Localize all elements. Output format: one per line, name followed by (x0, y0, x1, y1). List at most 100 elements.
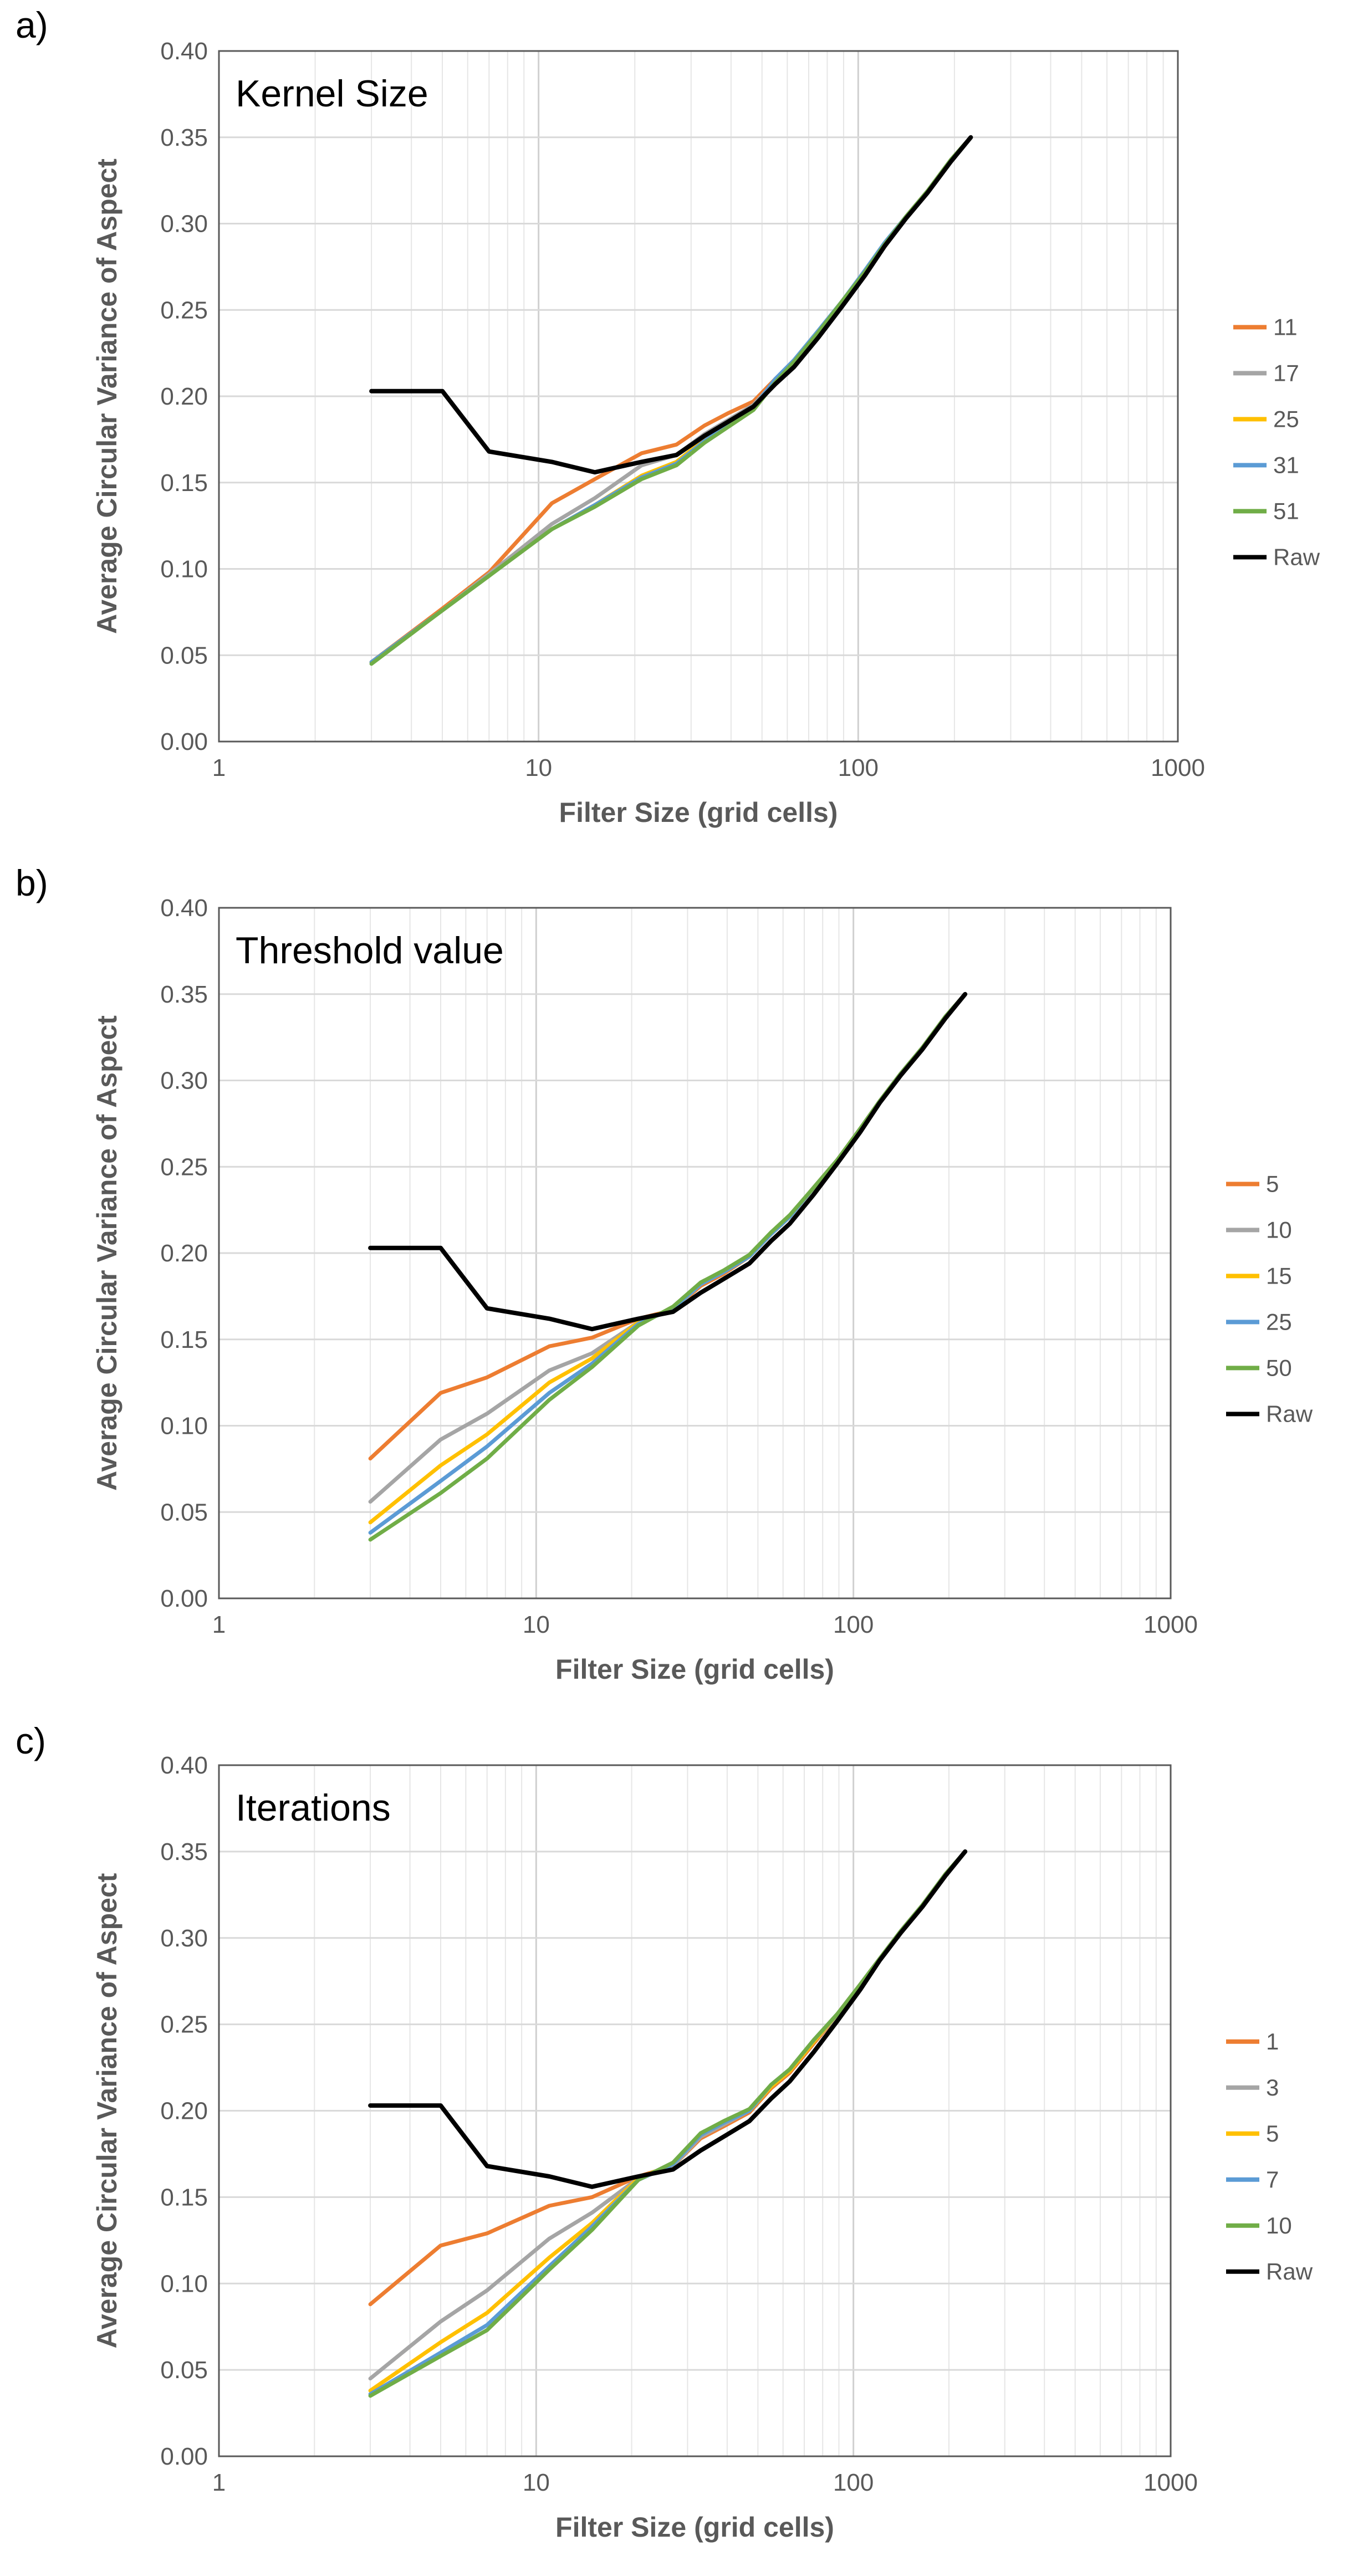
data-point (486, 2312, 488, 2314)
data-point (774, 383, 777, 386)
data-point (675, 453, 678, 456)
x-tick-label: 1000 (1151, 754, 1205, 781)
data-point (550, 523, 553, 525)
data-point (964, 993, 967, 995)
data-point (921, 1048, 924, 1051)
series-group (369, 135, 973, 666)
data-point (486, 1412, 488, 1415)
data-point (486, 1457, 488, 1460)
data-point (369, 2104, 372, 2107)
data-point (548, 2237, 551, 2240)
legend-label: 7 (1266, 2166, 1279, 2192)
data-point (548, 1317, 551, 1320)
data-point (591, 1336, 594, 1339)
chart-panel-1: 0.00 0.05 0.10 0.15 0.20 0.25 0.30 0.35 0.40 1 10 1… (16, 4, 1320, 828)
data-point (591, 2229, 594, 2231)
data-point (703, 424, 706, 427)
data-point (441, 390, 444, 392)
data-point (700, 1281, 702, 1284)
data-point (488, 450, 491, 453)
data-point (440, 1491, 442, 1494)
legend-label: 5 (1266, 1171, 1279, 1197)
legend-label: 1 (1266, 2028, 1279, 2054)
x-tick-label: 1 (212, 754, 226, 781)
data-point (700, 1291, 702, 1294)
data-point (813, 2038, 815, 2041)
data-point (788, 1223, 791, 1225)
data-point (640, 461, 643, 463)
data-point (594, 478, 596, 481)
data-point (591, 1352, 594, 1355)
data-point (864, 274, 866, 277)
data-point (548, 1392, 551, 1394)
legend: 5 10 15 25 50 Raw (1226, 1171, 1313, 1427)
data-point (591, 2185, 594, 2188)
y-tick-label: 0.20 (160, 1240, 208, 1267)
x-tick-label: 100 (833, 2469, 874, 2496)
y-tick-label: 0.00 (160, 2443, 208, 2470)
data-point (369, 2394, 372, 2397)
legend-label: Raw (1266, 2258, 1313, 2284)
data-point (944, 1017, 947, 1020)
data-point (879, 1101, 881, 1104)
data-point (722, 1269, 725, 1272)
x-tick-label: 1000 (1143, 2469, 1198, 2496)
series-5-points (369, 993, 967, 1460)
data-point (440, 2355, 442, 2358)
legend: 1 3 5 7 10 Raw (1226, 2028, 1313, 2284)
data-point (591, 2211, 594, 2214)
series-50-line (368, 992, 967, 1542)
x-axis-title: Filter Size (grid cells) (555, 1654, 834, 1685)
panel-label: b) (16, 862, 48, 903)
data-point (944, 1874, 947, 1877)
data-point (488, 574, 491, 577)
x-tick-label: 10 (523, 2469, 550, 2496)
data-point (770, 1240, 773, 1243)
data-point (726, 412, 729, 415)
data-point (440, 1464, 442, 1467)
chart-title: Kernel Size (236, 73, 428, 115)
data-point (369, 1246, 372, 1249)
y-tick-label: 0.15 (160, 1326, 208, 1353)
y-tick-label: 0.30 (160, 211, 208, 238)
series-10-points (369, 1850, 967, 2397)
data-point (722, 1277, 725, 1280)
data-point (770, 2083, 773, 2086)
y-tick-label: 0.15 (160, 2184, 208, 2211)
data-point (637, 2175, 640, 2178)
data-point (550, 461, 553, 463)
series-15-line (368, 992, 967, 1525)
x-axis-title: Filter Size (grid cells) (555, 2512, 834, 2543)
data-point (879, 1959, 881, 1962)
data-point (637, 1317, 640, 1320)
y-tick-label: 0.05 (160, 642, 208, 669)
series-31-line (369, 135, 973, 665)
y-tick-label: 0.30 (160, 1925, 208, 1952)
legend-label: Raw (1273, 544, 1320, 570)
legend-label: 50 (1266, 1355, 1292, 1381)
data-point (905, 217, 907, 220)
data-point (440, 2104, 442, 2107)
panel-label: c) (16, 1720, 46, 1761)
series-17-line (369, 135, 973, 665)
y-tick-label: 0.25 (160, 297, 208, 324)
y-axis-title: Average Circular Variance of Aspect (91, 1015, 122, 1491)
x-tick-label: 10 (525, 754, 552, 781)
data-point (748, 2120, 751, 2123)
series-25-points (370, 136, 972, 663)
y-tick-label: 0.00 (160, 728, 208, 755)
data-point (964, 1850, 967, 1853)
y-tick-label: 0.25 (160, 1153, 208, 1180)
data-point (486, 1307, 488, 1310)
data-point (550, 528, 553, 530)
data-point (591, 1366, 594, 1368)
y-tick-label: 0.30 (160, 1067, 208, 1095)
legend-label: 25 (1273, 406, 1299, 432)
series-51-points (370, 136, 972, 665)
data-point (369, 1500, 372, 1503)
y-axis-title: Average Circular Variance of Aspect (91, 1873, 122, 2348)
y-tick-label: 0.05 (160, 1499, 208, 1526)
gridlines (218, 907, 1172, 1599)
data-point (700, 2149, 702, 2152)
